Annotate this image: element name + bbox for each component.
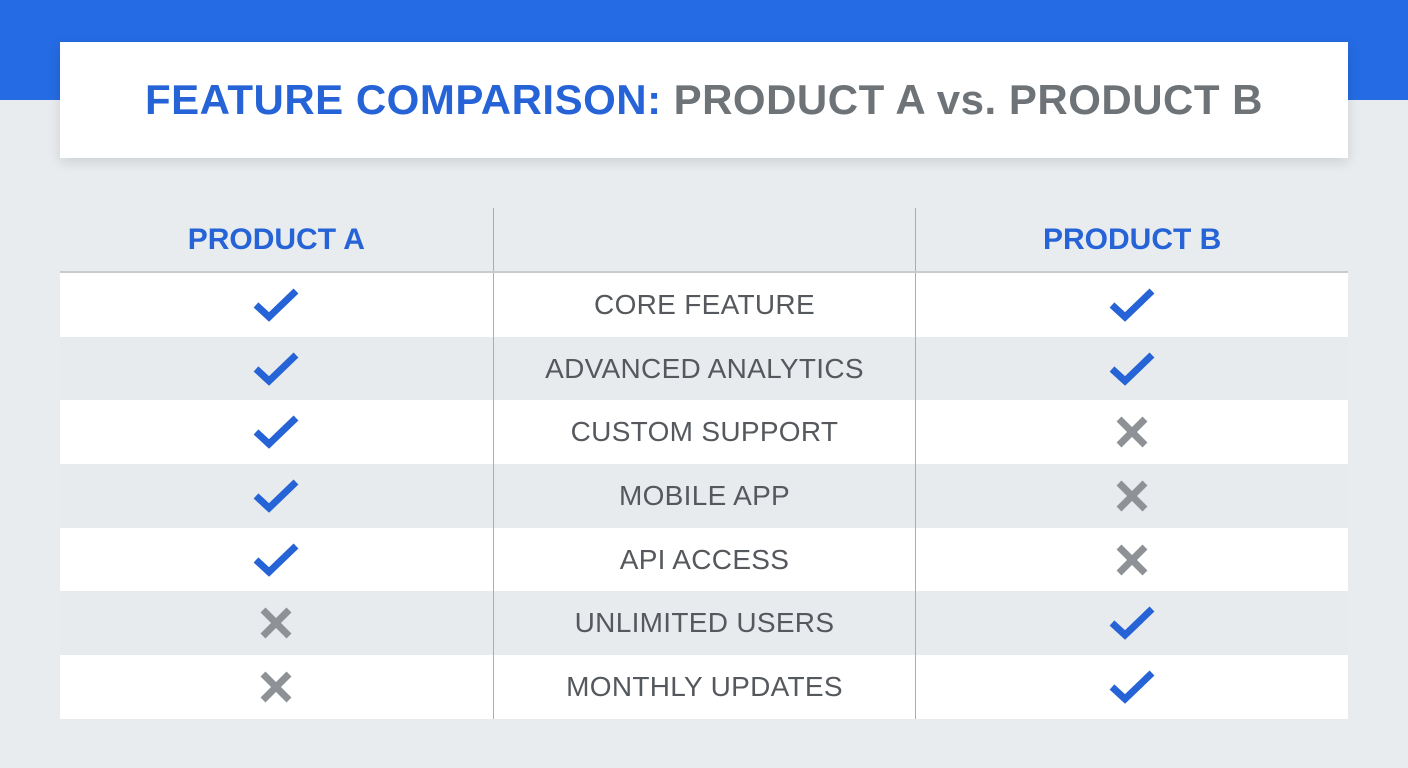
feature-label: CUSTOM SUPPORT bbox=[492, 400, 917, 465]
header-product-a: PRODUCT A bbox=[187, 222, 365, 256]
table-row: UNLIMITED USERS bbox=[60, 591, 1348, 656]
feature-label: UNLIMITED USERS bbox=[492, 591, 917, 656]
product-b-check-icon bbox=[916, 273, 1348, 337]
page-title-highlight: FEATURE COMPARISON: bbox=[144, 76, 662, 123]
product-b-cross-icon bbox=[916, 464, 1348, 528]
table-row: CORE FEATURE bbox=[60, 273, 1348, 337]
header-feature bbox=[492, 208, 917, 271]
product-a-check-icon bbox=[60, 337, 493, 401]
feature-label: API ACCESS bbox=[492, 527, 917, 592]
feature-label: ADVANCED ANALYTICS bbox=[492, 336, 917, 401]
product-b-cross-icon bbox=[916, 528, 1348, 592]
product-a-check-icon bbox=[60, 528, 493, 592]
product-a-check-icon bbox=[60, 464, 493, 528]
product-a-check-icon bbox=[60, 273, 493, 337]
table-row: API ACCESS bbox=[60, 527, 1348, 592]
product-b-check-icon bbox=[916, 337, 1348, 401]
product-b-check-icon bbox=[916, 655, 1348, 719]
feature-label: CORE FEATURE bbox=[492, 273, 917, 337]
product-b-cross-icon bbox=[916, 400, 1348, 464]
table-header-row: PRODUCT A PRODUCT B bbox=[60, 208, 1348, 273]
product-a-check-icon bbox=[60, 400, 493, 464]
table-row: ADVANCED ANALYTICS bbox=[60, 336, 1348, 401]
comparison-table: PRODUCT A PRODUCT B CORE FEATURE ADVANCED… bbox=[60, 208, 1348, 719]
product-a-cross-icon bbox=[60, 655, 493, 719]
page-title-rest: PRODUCT A vs. PRODUCT B bbox=[673, 76, 1264, 123]
feature-label: MOBILE APP bbox=[492, 464, 917, 528]
feature-label: MONTHLY UPDATES bbox=[492, 655, 917, 719]
table-row: MONTHLY UPDATES bbox=[60, 655, 1348, 719]
table-row: CUSTOM SUPPORT bbox=[60, 400, 1348, 465]
table-row: MOBILE APP bbox=[60, 464, 1348, 528]
product-a-cross-icon bbox=[60, 591, 493, 655]
title-card: FEATURE COMPARISON: PRODUCT A vs. PRODUC… bbox=[60, 42, 1348, 158]
header-product-b: PRODUCT B bbox=[1042, 222, 1222, 256]
product-b-check-icon bbox=[916, 591, 1348, 655]
